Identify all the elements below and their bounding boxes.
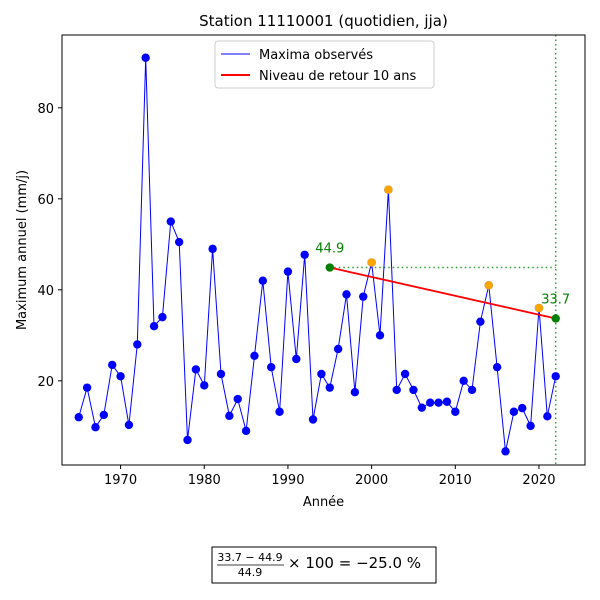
data-point-observed	[518, 403, 527, 413]
data-point-observed	[183, 435, 192, 445]
data-point-highlighted	[384, 185, 393, 194]
y-axis-label: Maximum annuel (mm/j)	[15, 170, 30, 330]
data-point-observed	[74, 413, 83, 422]
data-point-observed	[233, 394, 242, 404]
data-point-observed	[292, 354, 301, 364]
y-tick-label: 80	[37, 102, 54, 117]
data-point-observed	[417, 403, 427, 412]
data-point-observed	[459, 376, 468, 386]
data-point-observed	[283, 267, 293, 276]
data-point-observed	[250, 351, 259, 360]
series-line-observed	[78, 57, 557, 452]
formula-numerator: 33.7 − 44.9	[217, 551, 282, 564]
x-tick-label: 1990	[271, 473, 304, 488]
data-point-observed	[241, 426, 251, 436]
data-point-observed	[91, 423, 100, 432]
x-axis-label: Année	[303, 495, 344, 510]
data-point-observed	[434, 398, 443, 407]
data-point-observed	[476, 317, 485, 326]
data-point-observed	[350, 387, 360, 397]
data-point-observed	[392, 385, 401, 395]
y-axis: 20 40 60 80	[37, 102, 62, 390]
axes-frame	[61, 34, 586, 466]
data-point-observed	[333, 344, 343, 354]
legend-label-return-level: Niveau de retour 10 ans	[259, 69, 416, 84]
data-point-observed	[325, 383, 334, 392]
data-point-observed	[425, 398, 435, 407]
data-point-observed	[375, 331, 385, 340]
data-point-highlighted	[367, 258, 376, 267]
formula-box: 33.7 − 44.9 44.9 × 100 = −25.0 %	[211, 546, 437, 584]
data-point-observed	[342, 290, 351, 299]
x-tick-label: 1970	[104, 473, 137, 488]
data-point-highlighted	[534, 303, 544, 313]
formula-denominator: 44.9	[238, 566, 263, 579]
data-point-observed	[191, 365, 201, 374]
data-point-observed	[82, 383, 92, 392]
endpoint-label: 44.9	[315, 242, 344, 257]
data-point-observed	[442, 397, 452, 406]
data-point-observed	[467, 385, 477, 395]
y-tick-label: 40	[37, 284, 54, 299]
data-point-observed	[158, 312, 167, 322]
data-point-observed	[501, 447, 510, 456]
endpoint-marker	[325, 263, 334, 272]
plot-area: 44.9 33.7	[74, 35, 570, 465]
data-point-observed	[149, 322, 159, 331]
data-point-observed	[166, 217, 175, 226]
y-tick-label: 20	[37, 375, 54, 390]
data-point-observed	[225, 411, 234, 421]
data-point-highlighted	[484, 281, 493, 290]
x-tick-label: 2000	[355, 473, 388, 488]
data-point-observed	[492, 362, 502, 372]
data-point-observed	[124, 420, 134, 430]
data-point-observed	[116, 372, 125, 381]
legend: Maxima observés Niveau de retour 10 ans	[214, 40, 435, 89]
data-point-observed	[208, 244, 217, 254]
data-point-observed	[308, 415, 318, 424]
data-point-observed	[451, 407, 460, 416]
legend-label-observed: Maxima observés	[259, 48, 373, 63]
data-point-observed	[409, 385, 418, 395]
data-point-observed	[300, 250, 309, 259]
data-point-observed	[216, 369, 226, 379]
data-point-observed	[275, 407, 284, 416]
data-point-observed	[509, 407, 519, 416]
data-point-observed	[543, 412, 552, 421]
data-point-observed	[400, 369, 410, 379]
endpoint-marker	[551, 314, 560, 323]
data-point-observed	[141, 53, 150, 62]
endpoint-label: 33.7	[541, 292, 570, 307]
data-point-observed	[108, 360, 117, 370]
formula-result: × 100 = −25.0 %	[288, 554, 421, 572]
x-axis: 1970 1980 1990 2000 2010 2020	[104, 465, 556, 488]
x-tick-label: 1980	[188, 473, 221, 488]
data-point-observed	[258, 276, 268, 285]
data-point-observed	[174, 237, 184, 247]
y-tick-label: 60	[37, 193, 54, 208]
data-point-observed	[317, 369, 326, 379]
data-point-observed	[99, 410, 109, 420]
legend-box	[214, 40, 435, 89]
data-point-observed	[133, 340, 142, 349]
x-tick-label: 2010	[439, 473, 472, 488]
data-point-observed	[551, 372, 560, 381]
data-point-observed	[267, 362, 276, 372]
data-point-observed	[526, 421, 535, 431]
data-point-observed	[359, 292, 368, 301]
chart-title: Station 11110001 (quotidien, jja)	[199, 12, 448, 30]
x-tick-label: 2020	[522, 473, 555, 488]
series-line-return-level	[329, 266, 556, 320]
data-point-observed	[200, 381, 209, 390]
